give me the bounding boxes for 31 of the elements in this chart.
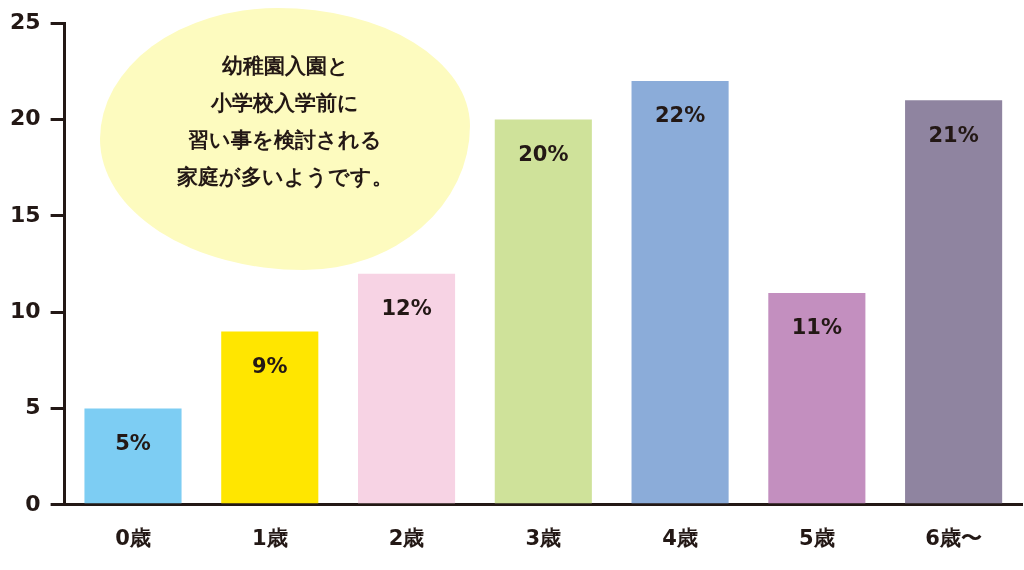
y-tick-label: 25 xyxy=(9,8,41,34)
y-tick-label: 10 xyxy=(9,297,41,323)
data-label: 11% xyxy=(791,315,842,340)
bar xyxy=(494,119,592,504)
x-tick-label: 5歳 xyxy=(799,525,835,550)
data-label: 22% xyxy=(654,103,706,128)
bar xyxy=(221,331,319,504)
x-tick-label: 1歳 xyxy=(251,525,288,550)
data-label: 9% xyxy=(251,353,288,378)
annotation: 幼稚園入園と xyxy=(221,54,349,78)
bar xyxy=(768,292,866,504)
x-tick-label: 3歳 xyxy=(525,525,562,550)
bar xyxy=(905,100,1003,504)
y-tick-label: 20 xyxy=(9,105,41,131)
x-tick-label: 6歳〜 xyxy=(925,525,982,550)
data-label: 5% xyxy=(115,430,151,455)
bar xyxy=(631,80,729,504)
bar xyxy=(84,408,182,504)
bar xyxy=(357,273,456,504)
x-tick-label: 0歳 xyxy=(115,525,151,550)
x-tick-label: 2歳 xyxy=(388,525,425,550)
data-label: 12% xyxy=(381,296,432,321)
y-tick-label: 5 xyxy=(25,394,41,420)
data-label: 21% xyxy=(928,122,979,147)
annotation: 家庭が多いようです。 xyxy=(177,165,393,189)
x-tick-label: 4歳 xyxy=(662,525,698,550)
y-tick-label: 0 xyxy=(25,490,41,516)
y-tick-label: 15 xyxy=(9,201,41,227)
annotation: 小学校入学前に xyxy=(211,91,359,115)
data-label: 20% xyxy=(518,141,569,166)
annotation: 習い事を検討される xyxy=(188,128,382,152)
